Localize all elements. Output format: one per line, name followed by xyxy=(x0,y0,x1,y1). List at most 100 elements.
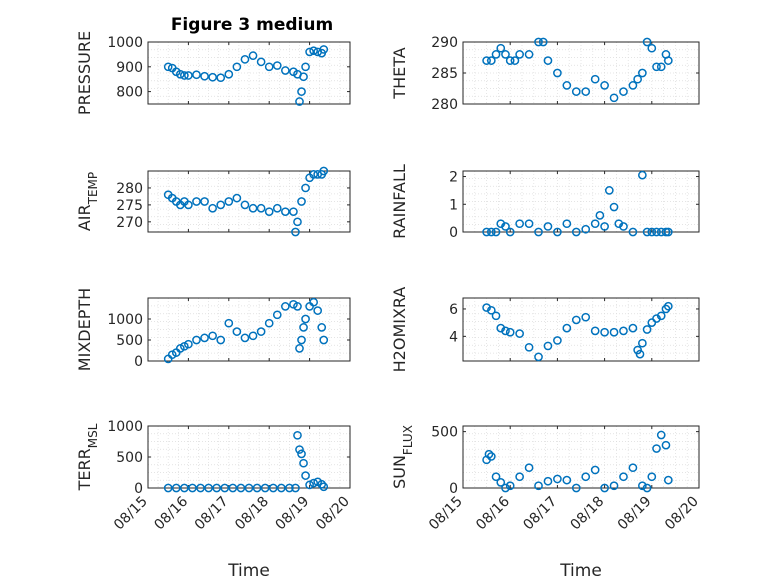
data-point xyxy=(281,302,290,311)
axes-sun-flux xyxy=(462,425,700,489)
data-point xyxy=(212,483,222,493)
data-point xyxy=(216,200,226,210)
x-tick-label: 08/15 xyxy=(426,494,466,534)
data-point xyxy=(505,227,515,237)
data-point xyxy=(295,445,304,454)
data-point xyxy=(281,207,290,217)
data-point xyxy=(515,472,524,482)
data-point xyxy=(248,331,258,341)
data-point xyxy=(663,475,673,485)
data-point xyxy=(581,472,591,482)
data-point xyxy=(628,227,638,237)
data-point xyxy=(317,479,327,489)
data-point xyxy=(534,227,543,237)
y-tick-label: 290 xyxy=(431,35,458,51)
y-tick-label: 280 xyxy=(431,97,458,113)
data-point xyxy=(295,97,304,106)
data-point xyxy=(619,222,628,231)
data-point xyxy=(515,50,524,59)
data-point xyxy=(236,483,246,493)
data-point xyxy=(297,335,306,345)
axes-air-temp xyxy=(147,170,351,233)
data-point xyxy=(534,481,543,491)
data-point xyxy=(163,483,173,493)
data-point xyxy=(647,43,657,53)
x-axis-label: Time xyxy=(227,561,270,581)
y-tick-label: 1000 xyxy=(107,35,143,51)
data-point xyxy=(501,50,510,59)
axes-h2omixra xyxy=(462,297,700,362)
x-axis-label: Time xyxy=(559,561,602,581)
y-tick-label: 500 xyxy=(116,450,143,466)
data-point xyxy=(240,55,250,64)
data-point xyxy=(595,211,605,220)
data-point xyxy=(501,483,510,493)
data-point xyxy=(619,87,628,96)
data-point xyxy=(491,311,501,321)
y-axis-label-rainfall: RAINFALL xyxy=(390,164,409,239)
data-point xyxy=(281,66,290,75)
data-point xyxy=(297,449,306,459)
data-point xyxy=(301,471,310,480)
y-axis-label-air-temp: AIRTEMP xyxy=(75,172,100,231)
data-point xyxy=(638,338,647,348)
data-point xyxy=(590,326,600,336)
data-point xyxy=(291,227,300,237)
data-point xyxy=(656,430,666,440)
data-point xyxy=(663,56,673,65)
y-tick-label: 1000 xyxy=(107,312,143,328)
data-point xyxy=(635,349,645,359)
data-point xyxy=(538,37,548,47)
data-point xyxy=(656,311,666,321)
data-point xyxy=(163,62,173,72)
data-point xyxy=(272,310,282,320)
data-point xyxy=(200,197,209,206)
data-point xyxy=(309,46,318,56)
data-point xyxy=(600,327,609,337)
y-tick-label: 0 xyxy=(449,225,458,241)
data-point xyxy=(543,56,553,65)
data-point xyxy=(562,81,572,90)
data-point xyxy=(224,69,234,79)
data-point xyxy=(543,341,553,351)
x-tick-label: 08/16 xyxy=(151,493,191,533)
x-tick-label: 08/17 xyxy=(520,494,560,534)
data-point xyxy=(171,483,181,493)
data-point xyxy=(510,56,520,65)
data-point xyxy=(256,203,266,213)
data-point xyxy=(293,430,302,440)
data-point xyxy=(309,297,318,307)
data-point xyxy=(600,81,609,90)
data-point xyxy=(486,452,496,461)
axes-mixdepth xyxy=(147,297,351,362)
data-point xyxy=(543,476,553,486)
y-axis-label-terr-msl: TERRMSL xyxy=(75,423,100,491)
data-point xyxy=(264,62,274,72)
data-point xyxy=(638,68,647,78)
data-point xyxy=(224,318,234,328)
y-tick-label: 2 xyxy=(449,170,458,186)
data-point xyxy=(293,217,302,227)
data-point xyxy=(628,323,638,333)
data-point xyxy=(192,70,201,80)
y-tick-label: 500 xyxy=(431,425,458,441)
y-tick-label: 0 xyxy=(449,481,458,497)
data-point xyxy=(299,72,308,82)
y-tick-label: 285 xyxy=(431,66,458,82)
data-point xyxy=(289,207,298,217)
y-tick-label: 6 xyxy=(449,302,458,318)
data-point xyxy=(272,203,282,213)
data-point xyxy=(491,227,501,237)
data-point xyxy=(524,50,534,59)
data-point xyxy=(200,333,209,343)
y-tick-label: 900 xyxy=(116,60,143,76)
data-point xyxy=(192,335,201,345)
data-point xyxy=(260,483,270,493)
data-point xyxy=(562,323,572,333)
data-point xyxy=(204,483,213,493)
data-point xyxy=(299,458,308,468)
data-point xyxy=(642,227,652,237)
data-point xyxy=(515,219,524,229)
data-point xyxy=(663,227,673,237)
